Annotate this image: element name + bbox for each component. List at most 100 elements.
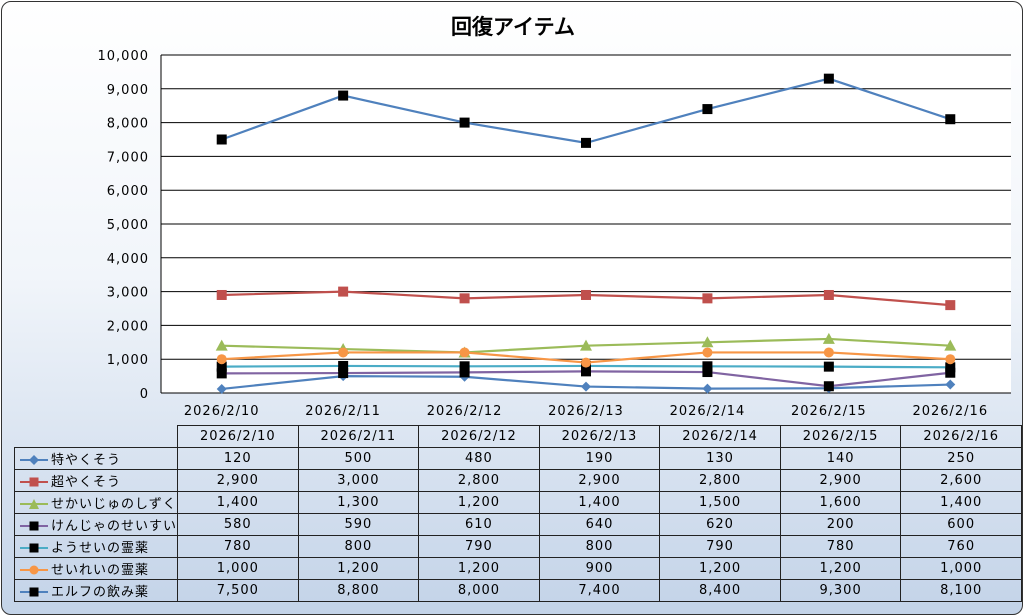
data-point <box>702 367 713 378</box>
data-point <box>580 339 592 351</box>
x-tick-label: 2026/2/11 <box>305 404 381 419</box>
table-cell: 1,200 <box>297 556 420 580</box>
data-point <box>459 361 470 372</box>
y-tick-label: 1,000 <box>107 353 149 368</box>
plot-area: 0 1,000 2,000 3,000 4,000 5,000 6,000 7,000 8,00… <box>98 49 1011 419</box>
x-tick-label: 2026/2/14 <box>670 404 746 419</box>
data-point <box>822 332 835 344</box>
data-point <box>701 336 714 348</box>
data-point <box>216 289 227 300</box>
series-legend-cell: けんじゃのせいすい <box>13 512 179 536</box>
table-row: 特やくそう 120 500 480 190 130 140 250 <box>13 446 1022 470</box>
table-cell: 1,300 <box>297 490 420 514</box>
table-cell: 640 <box>538 512 661 536</box>
data-point <box>459 293 470 304</box>
table-cell: 2,800 <box>659 468 781 492</box>
data-point <box>581 381 591 392</box>
data-point <box>216 383 227 394</box>
table-cell: 480 <box>418 446 540 470</box>
table-cell: 190 <box>538 446 661 470</box>
data-point <box>459 367 470 378</box>
table-cell: 1,400 <box>900 490 1022 514</box>
series-name: せかいじゅのしずく <box>51 496 177 512</box>
series-name: ようせいの霊薬 <box>51 540 150 556</box>
table-row: 超やくそう 2,900 3,000 2,800 2,900 2,800 2,900 2,600 <box>13 468 1022 492</box>
data-point <box>945 354 956 365</box>
table-cell: 7,400 <box>538 578 661 602</box>
table-cell: 800 <box>297 534 420 558</box>
table-cell: 760 <box>900 534 1022 558</box>
data-point <box>338 368 349 379</box>
data-point <box>702 383 713 394</box>
legend-key <box>20 521 48 531</box>
series-legend-cell: せかいじゅのしずく <box>13 490 179 514</box>
data-point <box>823 361 834 372</box>
table-cell: 1,000 <box>900 556 1022 580</box>
data-point <box>338 286 349 297</box>
data-point <box>945 379 956 390</box>
table-column-header: 2026/2/11 <box>297 425 420 448</box>
table-cell: 2,600 <box>900 468 1022 492</box>
table-cell: 1,400 <box>177 490 299 514</box>
table-cell: 1,200 <box>779 556 902 580</box>
table-row: せかいじゅのしずく 1,400 1,300 1,200 1,400 1,500 1,600 1… <box>13 490 1022 514</box>
data-point <box>338 90 349 101</box>
table-cell: 580 <box>177 512 299 536</box>
data-point <box>823 289 834 300</box>
y-tick-label: 8,000 <box>107 117 149 132</box>
legend-key <box>20 455 48 465</box>
table-cell: 250 <box>900 446 1022 470</box>
legend-key <box>20 543 48 553</box>
table-cell: 2,900 <box>538 468 661 492</box>
data-point <box>945 114 956 125</box>
table-cell: 140 <box>779 446 902 470</box>
table-row: ようせいの霊薬 780 800 790 800 790 780 760 <box>13 534 1022 558</box>
table-column-header: 2026/2/14 <box>659 425 781 448</box>
data-point <box>581 366 591 377</box>
data-point <box>216 354 227 365</box>
table-cell: 780 <box>177 534 299 558</box>
series-name: 特やくそう <box>51 452 122 468</box>
table-cell: 7,500 <box>177 578 299 602</box>
data-point <box>459 117 470 128</box>
data-point <box>581 357 591 368</box>
table-column-header: 2026/2/16 <box>900 425 1022 448</box>
data-point <box>459 347 470 358</box>
legend-key <box>20 565 48 575</box>
series-name: せいれいの霊薬 <box>51 562 150 578</box>
table-row: せいれいの霊薬 1,000 1,200 1,200 900 1,200 1,200 1,000 <box>13 556 1022 580</box>
table-column-header: 2026/2/10 <box>177 425 299 448</box>
y-tick-label: 0 <box>140 387 149 402</box>
data-point <box>338 347 349 358</box>
y-tick-label: 4,000 <box>107 252 149 267</box>
table-column-header: 2026/2/13 <box>538 425 661 448</box>
table-row: けんじゃのせいすい 580 590 610 640 620 200 600 <box>13 512 1022 536</box>
table-cell: 8,000 <box>418 578 540 602</box>
table-column-header: 2026/2/12 <box>418 425 540 448</box>
data-point <box>702 104 713 115</box>
table-cell: 1,200 <box>418 490 540 514</box>
data-point <box>216 361 227 372</box>
table-cell: 1,400 <box>538 490 661 514</box>
table-cell: 3,000 <box>297 468 420 492</box>
table-cell: 1,000 <box>177 556 299 580</box>
table-column-header: 2026/2/15 <box>779 425 902 448</box>
table-cell: 9,300 <box>779 578 902 602</box>
table-cell: 500 <box>297 446 420 470</box>
data-table: 2026/2/10 2026/2/11 2026/2/12 2026/2/13 2026… <box>13 425 1022 602</box>
data-point <box>215 339 228 351</box>
table-cell: 200 <box>779 512 902 536</box>
table-corner <box>14 425 179 448</box>
series-name: けんじゃのせいすい <box>51 518 178 534</box>
data-point <box>945 367 956 378</box>
table-cell: 1,200 <box>418 556 540 580</box>
data-point <box>702 361 713 372</box>
y-tick-label: 10,000 <box>98 49 150 64</box>
table-cell: 600 <box>900 512 1022 536</box>
table-cell: 800 <box>538 534 661 558</box>
data-point <box>823 347 834 358</box>
data-point <box>702 347 713 358</box>
data-point <box>581 137 591 148</box>
series-legend-cell: 超やくそう <box>13 468 179 492</box>
